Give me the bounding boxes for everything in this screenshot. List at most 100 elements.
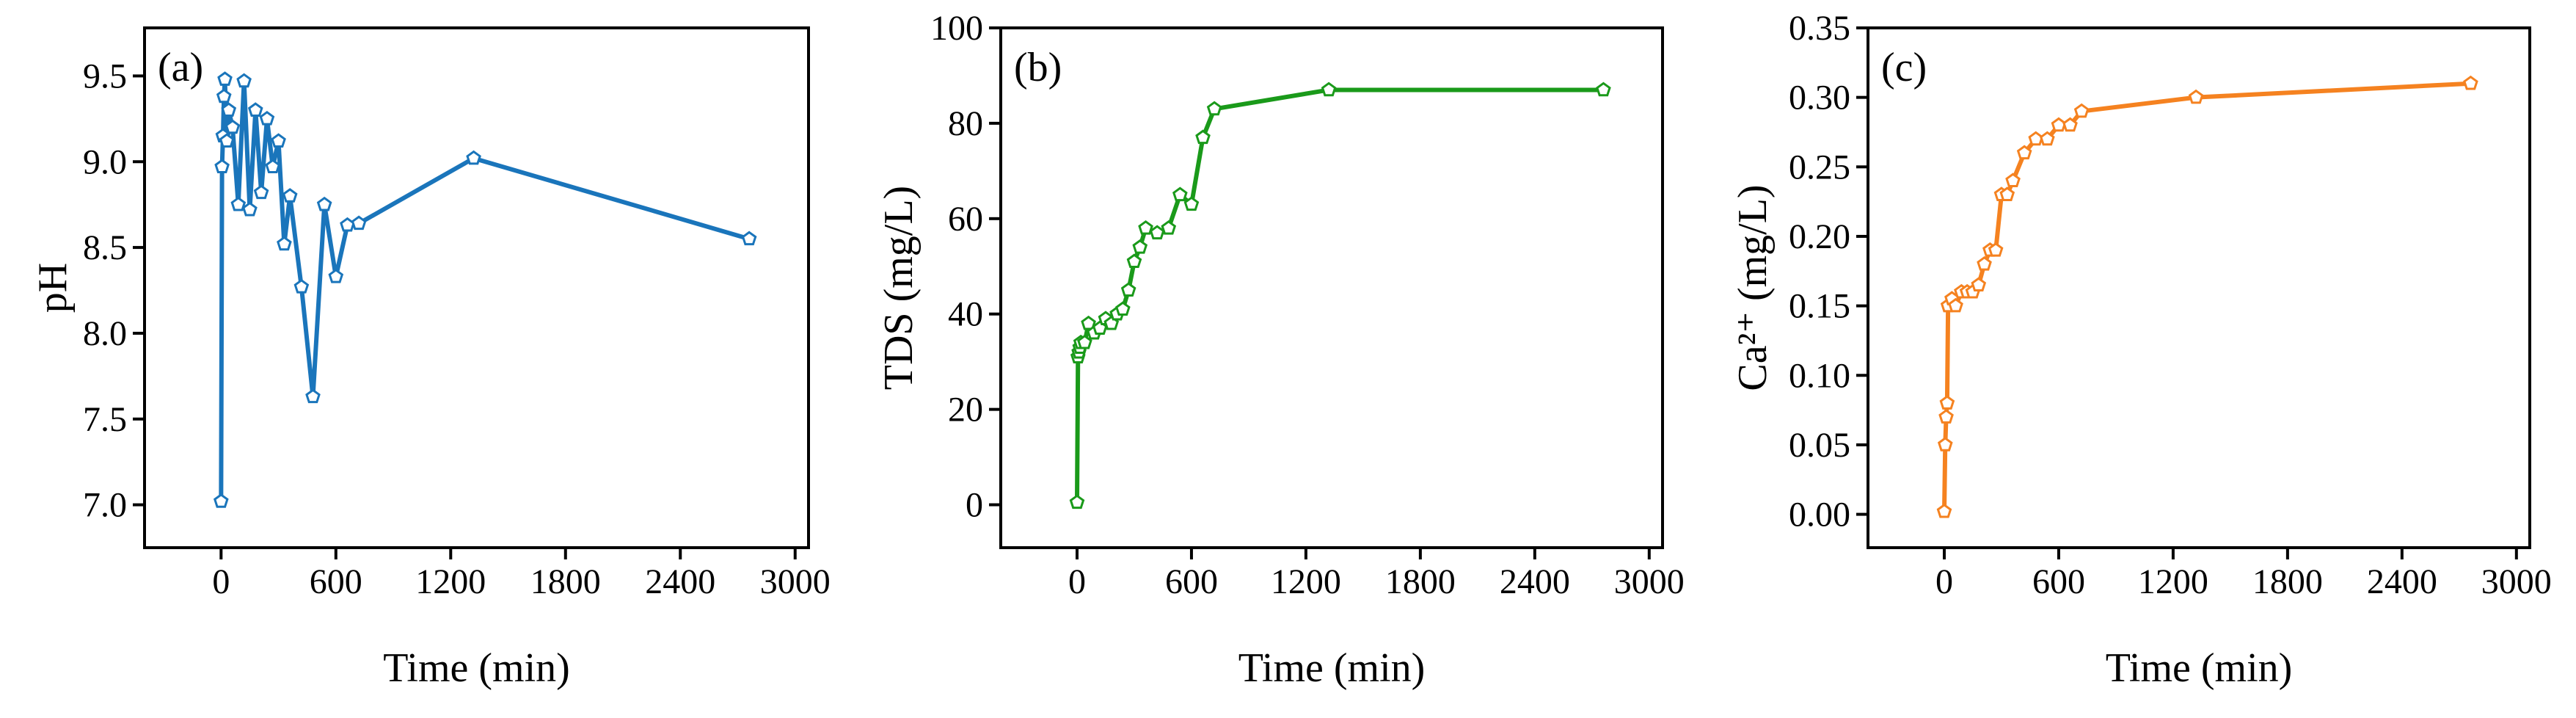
data-marker — [1937, 437, 1953, 452]
data-marker — [225, 119, 241, 134]
x-tick-label: 1200 — [415, 562, 486, 601]
y-axis-title: TDS (mg/L) — [876, 186, 922, 390]
x-axis-title: Time (min) — [383, 645, 570, 691]
data-marker — [219, 133, 235, 148]
x-tick-label: 3000 — [2481, 562, 2552, 601]
data-marker — [741, 231, 757, 246]
data-marker — [1120, 282, 1136, 297]
data-marker — [1977, 255, 1992, 271]
y-tick-label: 9.0 — [83, 142, 127, 181]
y-tick-label: 0.05 — [1789, 426, 1850, 465]
plot-frame — [143, 26, 810, 549]
y-tick-label: 8.0 — [83, 314, 127, 353]
y-tick-label: 7.0 — [83, 486, 127, 525]
data-marker — [214, 159, 230, 174]
data-marker — [213, 493, 229, 508]
data-marker — [1132, 239, 1148, 254]
y-tick-label: 9.5 — [83, 57, 127, 95]
x-tick-label: 1200 — [2138, 562, 2208, 601]
panel-label: (b) — [1014, 45, 1062, 90]
data-marker — [1077, 334, 1092, 349]
data-marker — [1939, 395, 1955, 410]
y-tick-label: 40 — [948, 295, 983, 334]
x-tick-label: 1800 — [2252, 562, 2323, 601]
y-tick-label: 0.00 — [1789, 496, 1850, 534]
y-tick-label: 20 — [948, 391, 983, 429]
data-marker — [328, 268, 344, 283]
y-tick-label: 0.30 — [1789, 79, 1850, 117]
x-tick-label: 0 — [1935, 562, 1953, 601]
x-tick-label: 600 — [2032, 562, 2085, 601]
data-marker — [1115, 301, 1131, 316]
data-line — [1074, 87, 1604, 503]
data-marker — [2051, 117, 2067, 132]
data-marker — [316, 196, 332, 211]
data-marker — [2062, 117, 2078, 132]
y-tick-label: 80 — [948, 104, 983, 143]
data-marker — [1161, 220, 1177, 235]
data-marker — [1138, 220, 1153, 235]
data-marker — [1206, 101, 1222, 116]
x-tick-label: 1800 — [530, 562, 601, 601]
data-marker — [1971, 277, 1987, 291]
data-marker — [1938, 409, 1954, 424]
data-marker — [259, 110, 275, 126]
data-marker — [217, 71, 233, 86]
data-marker — [265, 159, 281, 174]
y-axis-title: Ca²⁺ (mg/L) — [1730, 184, 1776, 391]
x-tick-label: 2400 — [1500, 562, 1570, 601]
data-marker — [221, 102, 237, 117]
plot-frame — [1867, 26, 2531, 549]
x-axis-title: Time (min) — [1238, 645, 1426, 691]
data-marker — [236, 73, 252, 88]
x-tick-label: 600 — [310, 562, 362, 601]
data-marker — [282, 188, 298, 203]
data-marker — [1948, 297, 1963, 313]
data-marker — [351, 215, 367, 231]
y-tick-label: 0.20 — [1789, 217, 1850, 256]
data-marker — [1126, 253, 1142, 269]
y-tick-label: 8.5 — [83, 228, 127, 267]
data-marker — [2463, 75, 2478, 90]
data-marker — [466, 150, 481, 165]
y-tick-label: 0 — [966, 486, 983, 525]
y-tick-label: 0.10 — [1789, 356, 1850, 395]
data-marker — [230, 196, 247, 211]
data-marker — [305, 388, 321, 404]
data-marker — [2188, 89, 2204, 104]
data-marker — [253, 184, 269, 200]
panel-label: (a) — [158, 45, 203, 90]
x-tick-label: 3000 — [1614, 562, 1685, 601]
x-tick-label: 0 — [212, 562, 230, 601]
data-marker — [1149, 225, 1165, 240]
x-tick-label: 1200 — [1271, 562, 1341, 601]
data-marker — [242, 201, 258, 217]
data-marker — [1172, 186, 1188, 202]
y-tick-label: 60 — [948, 200, 983, 239]
x-tick-label: 2400 — [645, 562, 715, 601]
y-tick-label: 0.35 — [1789, 9, 1850, 48]
data-marker — [1321, 81, 1337, 97]
x-tick-label: 600 — [1165, 562, 1218, 601]
y-tick-label: 0.15 — [1789, 287, 1850, 326]
y-tick-label: 100 — [930, 9, 983, 48]
data-marker — [2028, 131, 2044, 146]
data-marker — [1936, 503, 1952, 518]
data-marker — [1069, 494, 1085, 510]
data-marker — [1988, 242, 2004, 257]
y-tick-label: 0.25 — [1789, 148, 1850, 186]
data-marker — [277, 236, 292, 251]
data-marker — [1081, 315, 1096, 330]
x-axis-title: Time (min) — [2106, 645, 2293, 691]
data-marker — [1596, 81, 1611, 97]
data-marker — [1999, 186, 2015, 201]
data-marker — [2005, 173, 2021, 188]
data-marker — [1195, 129, 1211, 145]
data-marker — [2016, 145, 2032, 160]
data-marker — [2040, 131, 2055, 146]
data-marker — [1183, 196, 1200, 211]
data-marker — [271, 133, 286, 148]
data-marker — [293, 278, 310, 294]
